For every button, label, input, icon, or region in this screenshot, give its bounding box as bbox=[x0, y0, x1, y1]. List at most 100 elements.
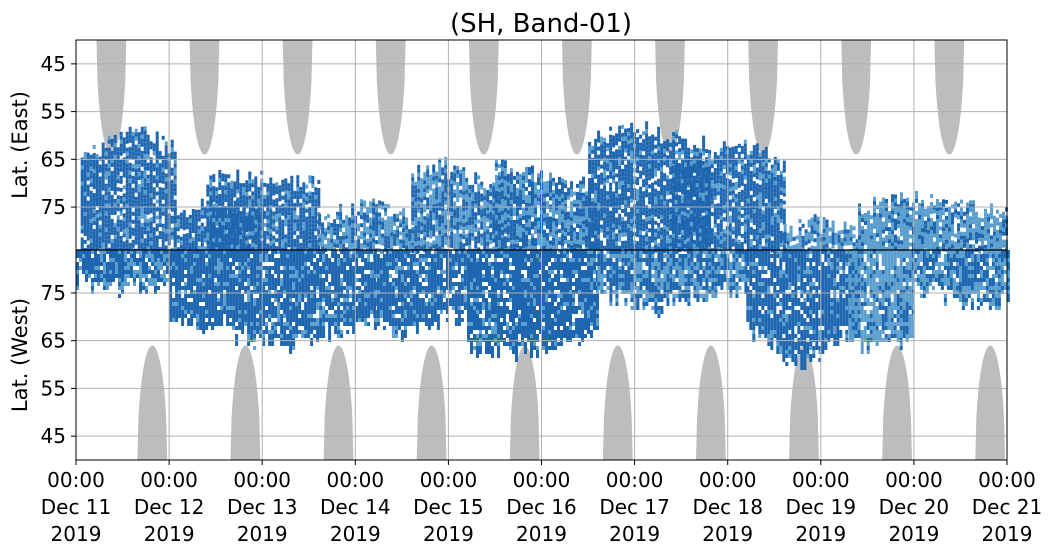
echo-cell bbox=[149, 165, 153, 170]
echo-cell bbox=[143, 142, 147, 147]
echo-cell bbox=[158, 223, 162, 228]
echo-cell bbox=[597, 210, 601, 215]
echo-cell bbox=[233, 213, 237, 218]
echo-cell bbox=[567, 231, 570, 236]
echo-cell bbox=[318, 217, 322, 222]
echo-cell bbox=[89, 210, 93, 215]
echo-cell bbox=[110, 218, 114, 223]
echo-cell bbox=[173, 211, 177, 216]
echo-cell bbox=[549, 176, 552, 181]
echo-cell bbox=[660, 243, 664, 248]
echo-cell bbox=[146, 146, 150, 151]
echo-cell bbox=[251, 247, 255, 252]
echo-cell bbox=[209, 227, 213, 232]
echo-cell bbox=[308, 199, 312, 204]
echo-cell bbox=[438, 174, 442, 179]
echo-cell bbox=[564, 196, 567, 201]
echo-cell bbox=[275, 238, 279, 243]
echo-cell bbox=[669, 142, 673, 147]
echo-cell bbox=[591, 209, 595, 214]
echo-cell bbox=[630, 186, 634, 191]
echo-cell bbox=[80, 165, 84, 170]
echo-cell bbox=[627, 184, 631, 189]
echo-cell bbox=[269, 229, 273, 234]
echo-cell bbox=[657, 134, 661, 139]
echo-cell bbox=[704, 187, 708, 192]
echo-cell bbox=[779, 183, 783, 187]
echo-cell bbox=[710, 212, 714, 217]
echo-cell bbox=[663, 197, 667, 202]
echo-cell bbox=[630, 198, 634, 203]
echo-cell bbox=[149, 169, 153, 174]
echo-cell bbox=[113, 234, 117, 239]
echo-cell bbox=[492, 206, 496, 211]
echo-cell bbox=[414, 201, 418, 206]
echo-cell bbox=[594, 158, 598, 163]
echo-cell bbox=[272, 203, 276, 208]
echo-cell bbox=[242, 211, 246, 216]
echo-cell bbox=[158, 187, 162, 192]
echo-cell bbox=[561, 246, 564, 251]
echo-cell bbox=[459, 209, 463, 214]
echo-cell bbox=[143, 202, 147, 207]
echo-cell bbox=[140, 182, 144, 187]
echo-cell bbox=[497, 164, 501, 169]
echo-cell bbox=[636, 213, 640, 218]
echo-cell bbox=[396, 217, 400, 222]
echo-cell bbox=[576, 239, 579, 244]
echo-cell bbox=[324, 228, 328, 233]
echo-cell bbox=[621, 196, 625, 201]
echo-cell bbox=[140, 222, 144, 227]
echo-cell bbox=[296, 187, 300, 192]
echo-cell bbox=[689, 210, 693, 215]
echo-cell bbox=[155, 175, 159, 180]
echo-cell bbox=[480, 185, 484, 190]
echo-cell bbox=[465, 205, 469, 210]
echo-cell bbox=[293, 214, 297, 219]
echo-cell bbox=[305, 236, 309, 241]
echo-cell bbox=[552, 221, 555, 226]
echo-cell bbox=[471, 224, 475, 229]
echo-cell bbox=[257, 202, 261, 207]
echo-cell bbox=[441, 171, 445, 176]
echo-cell bbox=[564, 180, 567, 185]
echo-cell bbox=[110, 174, 114, 179]
echo-cell bbox=[627, 188, 631, 193]
echo-cell bbox=[588, 150, 592, 154]
echo-cell bbox=[239, 235, 243, 240]
echo-cell bbox=[579, 180, 582, 185]
echo-cell bbox=[80, 177, 84, 182]
echo-cell bbox=[708, 149, 712, 154]
echo-cell bbox=[95, 214, 99, 218]
echo-cell bbox=[749, 214, 753, 219]
echo-cell bbox=[420, 218, 424, 223]
echo-cell bbox=[692, 179, 696, 184]
echo-cell bbox=[206, 245, 210, 250]
echo-cell bbox=[336, 227, 340, 232]
echo-cell bbox=[692, 223, 696, 228]
echo-cell bbox=[669, 214, 673, 219]
echo-cell bbox=[719, 163, 723, 168]
echo-cell bbox=[798, 219, 802, 224]
echo-cell bbox=[164, 229, 168, 234]
echo-cell bbox=[737, 227, 741, 232]
echo-cell bbox=[333, 219, 337, 224]
echo-cell bbox=[531, 209, 534, 214]
echo-cell bbox=[459, 237, 463, 242]
echo-cell bbox=[576, 199, 579, 204]
echo-cell bbox=[597, 186, 601, 191]
echo-cell bbox=[651, 146, 655, 151]
echo-cell bbox=[594, 222, 598, 227]
echo-cell bbox=[681, 234, 685, 239]
echo-cell bbox=[522, 200, 525, 204]
echo-cell bbox=[215, 191, 219, 196]
echo-cell bbox=[722, 229, 726, 234]
echo-cell bbox=[143, 226, 147, 231]
echo-cell bbox=[296, 175, 300, 180]
echo-cell bbox=[519, 185, 522, 190]
echo-cell bbox=[513, 231, 516, 236]
echo-cell bbox=[764, 170, 768, 175]
echo-cell bbox=[713, 232, 717, 236]
echo-cell bbox=[161, 207, 165, 212]
echo-cell bbox=[609, 194, 613, 199]
